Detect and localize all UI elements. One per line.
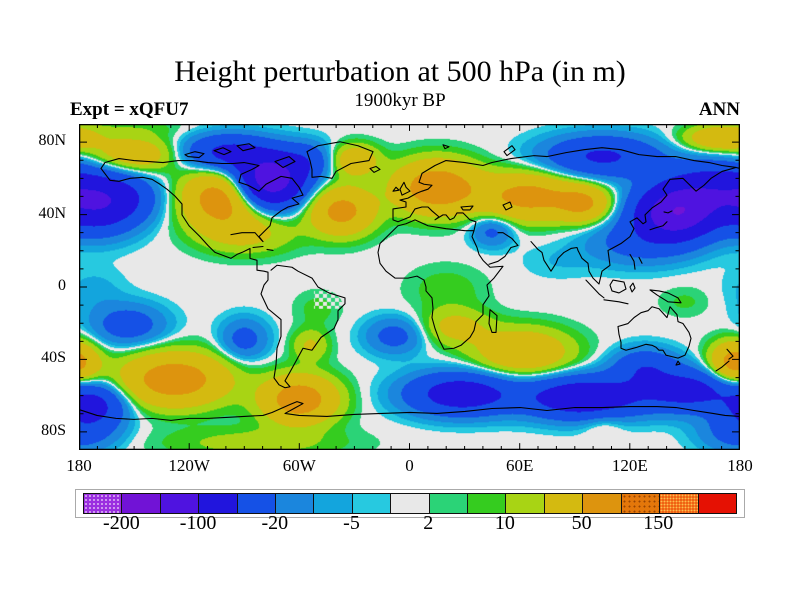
coastline-path — [585, 253, 682, 305]
lon-tick-label: 120E — [611, 456, 648, 475]
coastline-path — [100, 167, 346, 389]
coastline-path — [617, 306, 734, 372]
coastline-path — [377, 160, 504, 350]
lat-tick-label: 0 — [58, 277, 66, 294]
colorbar-segment — [428, 494, 468, 513]
map-panel — [79, 124, 740, 450]
colorbar-tick-label: 50 — [571, 512, 592, 534]
lat-tick-label: 40S — [41, 349, 66, 367]
lon-tick-label: 60E — [505, 456, 534, 475]
colorbar-tick-label: -5 — [343, 512, 360, 534]
lon-tick-label: 60W — [282, 456, 316, 475]
colorbar-segment — [505, 494, 544, 513]
colorbar-tick-label: 150 — [643, 512, 674, 534]
colorbar-segment — [697, 494, 736, 513]
lon-tick-label: 180 — [727, 456, 753, 475]
colorbar-segment — [275, 494, 314, 513]
coastline-path — [100, 158, 304, 243]
axis-ticks — [79, 124, 740, 450]
colorbar-tick-label: -20 — [261, 512, 289, 534]
colorbar-outer-frame — [75, 489, 745, 518]
lat-tick-label: 80S — [41, 421, 66, 439]
colorbar-segment — [236, 494, 276, 513]
coastline-path — [445, 147, 740, 169]
colorbar-segment — [390, 494, 429, 513]
experiment-label: Expt = xQFU7 — [70, 99, 189, 120]
lon-tick-label: 120W — [168, 456, 210, 475]
season-label: ANN — [698, 99, 740, 120]
colorbar-segment — [582, 494, 621, 513]
colorbar-labels: -200 -100 -20 -5 2 10 50 150 — [83, 512, 735, 538]
colorbar-segment — [467, 494, 506, 513]
lon-tick-label: 180 — [66, 456, 92, 475]
coastline-path — [530, 166, 737, 285]
colorbar-tick-label: 2 — [423, 512, 434, 534]
lon-tick-label: 0 — [405, 456, 414, 475]
colorbar-tick-label: -200 — [103, 512, 140, 534]
map-overlay — [79, 124, 740, 450]
colorbar-segment — [121, 494, 160, 513]
lat-tick-label: 40N — [38, 204, 66, 222]
colorbar — [83, 493, 737, 514]
coastline-path — [369, 165, 411, 196]
colorbar-segment — [620, 494, 660, 513]
coastlines — [79, 141, 740, 421]
colorbar-tick-label: -100 — [179, 512, 217, 534]
colorbar-segment — [159, 494, 199, 513]
plot-title: Height perturbation at 500 hPa (in m) — [174, 55, 626, 88]
colorbar-tick-label: 10 — [494, 512, 515, 534]
coastline-path — [649, 210, 673, 231]
plot-subtitle: 1900kyr BP — [354, 90, 446, 111]
coastline-path — [79, 401, 740, 421]
coastline-path — [488, 232, 519, 265]
colorbar-segment — [198, 494, 237, 513]
map-frame — [79, 124, 740, 450]
coastline-path — [306, 141, 374, 179]
lat-tick-label: 80N — [38, 132, 66, 150]
colorbar-segment — [543, 494, 583, 513]
coastline-path — [184, 143, 516, 333]
colorbar-segment — [313, 494, 352, 513]
colorbar-segment — [84, 494, 122, 513]
colorbar-segment — [351, 494, 391, 513]
colorbar-segment — [659, 494, 698, 513]
